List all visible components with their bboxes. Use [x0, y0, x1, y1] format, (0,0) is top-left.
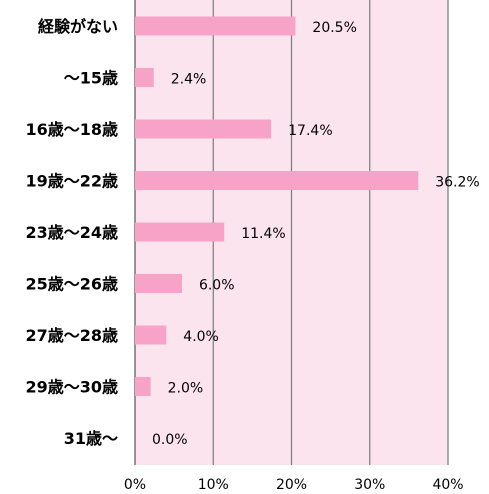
x-tick-label: 0% [124, 477, 146, 493]
bar [135, 222, 225, 242]
value-label: 4.0% [183, 329, 219, 345]
category-label: 27歳〜28歳 [25, 326, 118, 345]
category-label: 経験がない [38, 17, 118, 36]
bar [135, 325, 167, 345]
value-label: 2.0% [168, 381, 204, 397]
category-label: 19歳〜22歳 [25, 172, 118, 191]
category-label: 29歳〜30歳 [25, 378, 118, 397]
category-label: 〜15歳 [64, 69, 118, 88]
category-labels: 経験がない〜15歳 16歳〜18歳 19歳〜22歳 23歳〜24歳 25歳〜26歳 27歳… [25, 17, 118, 448]
value-label: 20.5% [312, 20, 356, 36]
category-label: 23歳〜24歳 [25, 223, 118, 242]
category-label: 31歳〜 [64, 429, 118, 448]
x-tick-label: 30% [354, 477, 385, 493]
bar [135, 16, 296, 36]
x-tick-label: 40% [432, 477, 463, 493]
value-label: 6.0% [199, 278, 235, 294]
bar [135, 68, 154, 87]
category-label: 25歳〜26歳 [25, 275, 118, 294]
bar [135, 119, 272, 139]
x-tick-label: 20% [276, 477, 307, 493]
value-label: 2.4% [171, 72, 207, 88]
value-labels: 20.5% 2.4% 17.4% 36.2% 11.4% 6.0% 4.0% 2.0% 0.0% [152, 20, 480, 448]
bar [135, 377, 151, 396]
category-label: 16歳〜18歳 [25, 120, 118, 139]
value-label: 0.0% [152, 432, 188, 448]
bar [135, 274, 182, 293]
bars [135, 16, 419, 396]
value-label: 36.2% [435, 175, 479, 191]
bar [135, 171, 419, 190]
x-tick-label: 10% [198, 477, 229, 493]
value-label: 17.4% [288, 123, 332, 139]
value-label: 11.4% [241, 226, 285, 242]
x-tick-labels: 0% 10% 20% 30% 40% [124, 477, 464, 493]
